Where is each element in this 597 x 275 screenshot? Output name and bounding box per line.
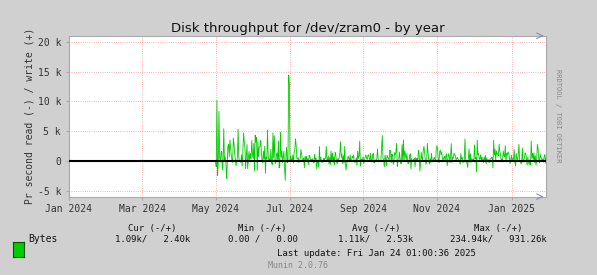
- Text: Cur (-/+): Cur (-/+): [128, 224, 177, 233]
- Text: 0.00 /   0.00: 0.00 / 0.00: [227, 235, 298, 244]
- Text: Bytes: Bytes: [29, 234, 58, 244]
- Text: 1.09k/   2.40k: 1.09k/ 2.40k: [115, 235, 190, 244]
- Text: 1.11k/   2.53k: 1.11k/ 2.53k: [338, 235, 414, 244]
- Text: Min (-/+): Min (-/+): [238, 224, 287, 233]
- Text: Munin 2.0.76: Munin 2.0.76: [269, 261, 328, 270]
- Title: Disk throughput for /dev/zram0 - by year: Disk throughput for /dev/zram0 - by year: [171, 21, 444, 35]
- Text: RRDTOOL / TOBI OETIKER: RRDTOOL / TOBI OETIKER: [555, 69, 562, 163]
- Text: 234.94k/   931.26k: 234.94k/ 931.26k: [450, 235, 547, 244]
- Y-axis label: Pr second read (-) / write (+): Pr second read (-) / write (+): [24, 28, 35, 204]
- Text: Avg (-/+): Avg (-/+): [352, 224, 401, 233]
- Text: Max (-/+): Max (-/+): [474, 224, 523, 233]
- Text: Last update: Fri Jan 24 01:00:36 2025: Last update: Fri Jan 24 01:00:36 2025: [276, 249, 476, 258]
